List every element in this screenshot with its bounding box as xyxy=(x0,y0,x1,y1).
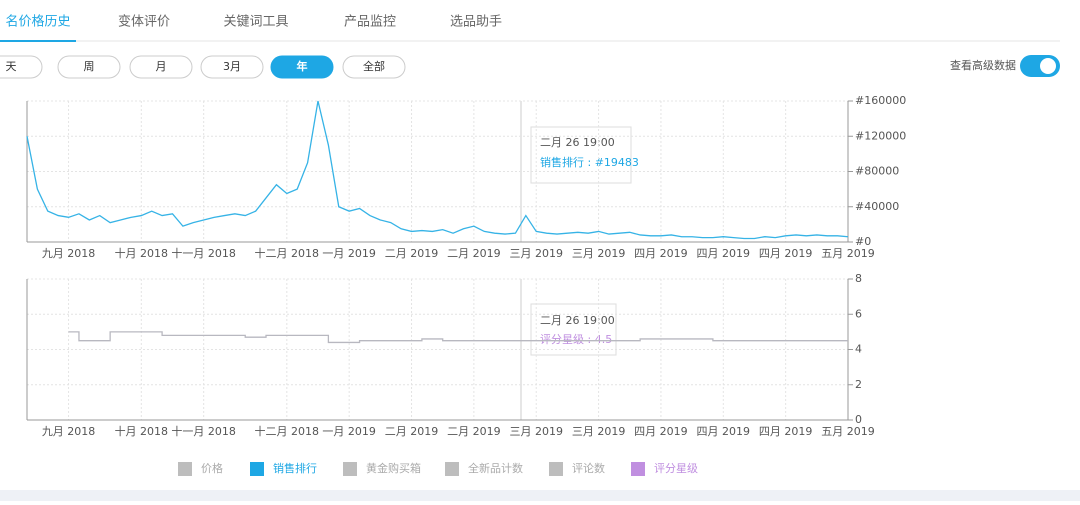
x-tick-label: 二月 2019 xyxy=(447,247,501,260)
range-label: 3月 xyxy=(223,60,241,73)
y-tick-label: #160000 xyxy=(855,94,906,107)
range-label: 周 xyxy=(84,60,95,73)
x-tick-label: 十月 2018 xyxy=(115,424,169,438)
y-tick-label: 2 xyxy=(855,378,862,391)
x-tick-label: 十一月 2018 xyxy=(171,246,236,260)
line xyxy=(68,331,848,344)
y-tick-label: 0 xyxy=(855,413,862,426)
range-button[interactable] xyxy=(0,55,43,79)
range-button[interactable] xyxy=(57,55,121,79)
x-tick-label: 四月 2019 xyxy=(697,247,751,260)
range-label: 月 xyxy=(156,60,167,73)
y-tick-label: 6 xyxy=(855,307,862,320)
y-tick-label: 8 xyxy=(855,272,862,285)
x-tick-label: 十二月 2018 xyxy=(255,424,320,438)
legend-label: 评分星级 xyxy=(654,462,698,475)
tooltip xyxy=(530,303,617,356)
tooltip-text: 评分星级 : 4.5 xyxy=(540,333,612,346)
x-tick-label: 四月 2019 xyxy=(634,247,688,260)
range-label: 天 xyxy=(6,60,17,73)
x-tick-label: 四月 2019 xyxy=(759,247,813,260)
x-tick-label: 十一月 2018 xyxy=(171,424,236,438)
x-tick-label: 三月 2019 xyxy=(509,247,563,260)
range-button[interactable] xyxy=(270,55,334,79)
legend-label: 全新品计数 xyxy=(468,461,523,475)
x-tick-label: 九月 2018 xyxy=(42,425,96,438)
x-tick-label: 二月 2019 xyxy=(385,425,439,438)
x-tick-label: 十二月 2018 xyxy=(255,246,320,260)
x-tick-label: 四月 2019 xyxy=(759,425,813,438)
range-button[interactable] xyxy=(129,55,193,79)
line xyxy=(26,100,849,240)
legend-swatch[interactable] xyxy=(343,462,357,476)
x-tick-label: 四月 2019 xyxy=(697,425,751,438)
footer-band xyxy=(0,490,1080,501)
tooltip-text: 销售排行 : #19483 xyxy=(540,155,639,169)
x-tick-label: 五月 2019 xyxy=(821,247,875,260)
x-tick-label: 一月 2019 xyxy=(322,425,376,438)
tooltip-time: 二月 26 19:00 xyxy=(540,136,615,149)
range-label: 全部 xyxy=(363,59,385,73)
toggle-knob xyxy=(1040,58,1056,74)
x-tick-label: 五月 2019 xyxy=(821,425,875,438)
tab[interactable]: 产品监控 xyxy=(344,15,396,30)
legend-label: 黄金购买箱 xyxy=(366,461,421,475)
tab[interactable]: 名价格历史 xyxy=(5,14,70,30)
x-tick-label: 三月 2019 xyxy=(509,425,563,438)
y-tick-label: #0 xyxy=(855,235,871,248)
x-tick-label: 二月 2019 xyxy=(385,247,439,260)
legend-swatch[interactable] xyxy=(178,462,192,476)
tooltip-time: 二月 26 19:00 xyxy=(540,314,615,327)
legend-label: 评论数 xyxy=(572,461,605,475)
legend-label: 销售排行 xyxy=(273,461,317,475)
x-tick-label: 二月 2019 xyxy=(447,425,501,438)
x-tick-label: 四月 2019 xyxy=(634,425,688,438)
legend-swatch[interactable] xyxy=(445,462,459,476)
x-tick-label: 九月 2018 xyxy=(42,247,96,260)
tab[interactable]: 关键词工具 xyxy=(223,15,288,30)
range-label: 年 xyxy=(297,59,308,73)
y-tick-label: 4 xyxy=(855,343,862,356)
legend-label: 价格 xyxy=(201,461,223,475)
legend-swatch[interactable] xyxy=(250,462,264,476)
x-tick-label: 三月 2019 xyxy=(572,247,626,260)
x-tick-label: 三月 2019 xyxy=(572,425,626,438)
toggle-label: 查看高级数据 xyxy=(950,58,1016,72)
x-tick-label: 一月 2019 xyxy=(322,247,376,260)
range-button[interactable] xyxy=(342,55,406,79)
y-tick-label: #120000 xyxy=(855,129,906,142)
tab[interactable]: 选品助手 xyxy=(450,15,502,30)
y-tick-label: #40000 xyxy=(855,200,899,213)
tab[interactable]: 变体评价 xyxy=(118,14,170,30)
range-button[interactable] xyxy=(200,55,264,79)
legend-swatch[interactable] xyxy=(631,462,645,476)
x-tick-label: 十月 2018 xyxy=(115,246,169,260)
legend-swatch[interactable] xyxy=(549,462,563,476)
y-tick-label: #80000 xyxy=(855,165,899,178)
